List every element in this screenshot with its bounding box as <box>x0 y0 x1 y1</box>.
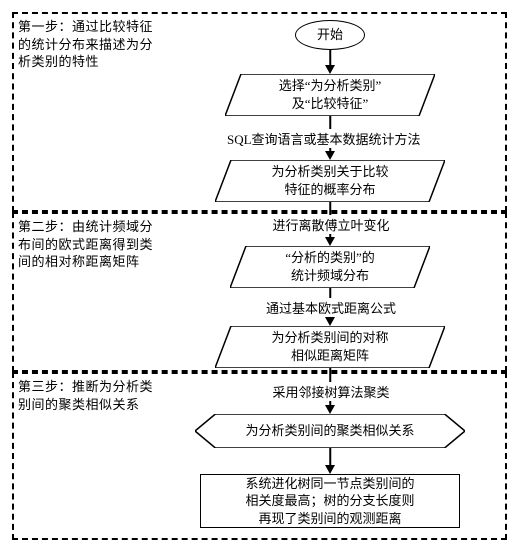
node-start: 开始 <box>295 20 365 50</box>
node-n4: 为分析类别间的对称 相似距离矩阵 <box>215 326 445 368</box>
arrowhead-icon <box>325 317 335 326</box>
arrowhead-icon <box>325 405 335 414</box>
edge-label-n4-n5: 采用邻接树算法聚类 <box>272 382 391 401</box>
arrowhead-icon <box>325 151 335 160</box>
arrowhead-icon <box>325 65 335 74</box>
step-label-step1: 第一步：通过比较特征 的统计分布来描述为分 析类别的特性 <box>18 18 168 71</box>
arrowhead-icon <box>325 237 335 246</box>
step-label-step3: 第三步：推断为分析类 别间的聚类相似关系 <box>18 378 168 413</box>
node-n1: 选择“为分析类别” 及“比较特征” <box>225 74 435 116</box>
step-label-step2: 第二步：由统计频域分 布间的欧式距离得到类 间的相对称距离矩阵 <box>18 218 168 271</box>
edge-label-n2-n3: 进行离散傅立叶变化 <box>272 215 391 234</box>
node-n6: 系统进化树同一节点类别间的 相关度最高；树的分支长度则 再现了类别间的观测距离 <box>200 474 460 528</box>
edge-start-n1 <box>329 50 331 66</box>
node-n3: “分析的类别”的 统计频域分布 <box>230 246 430 288</box>
edge-label-n3-n4: 通过基本欧式距离公式 <box>265 298 397 317</box>
node-n2: 为分析类别关于比较 特征的概率分布 <box>215 160 445 202</box>
edge-n5-n6 <box>329 448 331 466</box>
node-n5: 为分析类别间的聚类相似关系 <box>195 414 465 448</box>
edge-label-n1-n2: SQL查询语言或基本数据统计方法 <box>226 129 422 148</box>
